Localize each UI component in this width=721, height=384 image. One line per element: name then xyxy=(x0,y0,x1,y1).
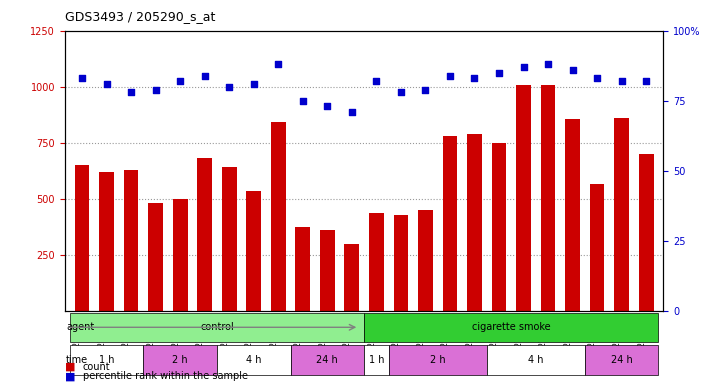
FancyBboxPatch shape xyxy=(217,345,291,375)
Point xyxy=(224,84,235,90)
Bar xyxy=(590,184,604,311)
Bar xyxy=(369,214,384,311)
FancyBboxPatch shape xyxy=(70,345,143,375)
Bar xyxy=(443,136,457,311)
Bar xyxy=(149,204,163,311)
Point xyxy=(518,64,529,70)
Point xyxy=(199,73,211,79)
Point xyxy=(76,75,88,81)
Point xyxy=(640,78,652,84)
Point xyxy=(616,78,627,84)
Point xyxy=(248,81,260,87)
Point xyxy=(542,61,554,68)
Bar xyxy=(418,210,433,311)
Bar xyxy=(75,165,89,311)
Bar xyxy=(296,227,310,311)
Point xyxy=(125,89,137,96)
Point xyxy=(444,73,456,79)
Bar xyxy=(639,154,653,311)
Point xyxy=(174,78,186,84)
Text: 2 h: 2 h xyxy=(172,355,188,365)
Text: 4 h: 4 h xyxy=(246,355,262,365)
Text: percentile rank within the sample: percentile rank within the sample xyxy=(83,371,248,381)
Text: time: time xyxy=(66,355,88,365)
FancyBboxPatch shape xyxy=(364,313,658,342)
Text: 4 h: 4 h xyxy=(528,355,544,365)
FancyBboxPatch shape xyxy=(143,345,217,375)
Point xyxy=(591,75,603,81)
Point xyxy=(150,86,162,93)
FancyBboxPatch shape xyxy=(487,345,585,375)
Bar xyxy=(247,191,261,311)
Point xyxy=(420,86,431,93)
Bar xyxy=(198,159,212,311)
Text: GDS3493 / 205290_s_at: GDS3493 / 205290_s_at xyxy=(65,10,216,23)
Point xyxy=(469,75,480,81)
Point xyxy=(101,81,112,87)
Bar xyxy=(565,119,580,311)
Bar xyxy=(541,84,555,311)
Bar xyxy=(394,215,408,311)
Point xyxy=(297,98,309,104)
Bar xyxy=(345,244,359,311)
Point xyxy=(395,89,407,96)
Text: agent: agent xyxy=(66,322,94,332)
Text: cigarette smoke: cigarette smoke xyxy=(472,322,551,332)
FancyBboxPatch shape xyxy=(364,345,389,375)
Text: control: control xyxy=(200,322,234,332)
Point xyxy=(567,67,578,73)
Text: count: count xyxy=(83,362,110,372)
Bar xyxy=(516,84,531,311)
Text: 1 h: 1 h xyxy=(99,355,115,365)
Point xyxy=(346,109,358,115)
Bar xyxy=(271,121,286,311)
Text: 24 h: 24 h xyxy=(317,355,338,365)
FancyBboxPatch shape xyxy=(70,313,364,342)
FancyBboxPatch shape xyxy=(585,345,658,375)
Bar xyxy=(492,143,506,311)
Bar xyxy=(222,167,236,311)
Bar xyxy=(320,230,335,311)
Bar xyxy=(467,134,482,311)
Text: 2 h: 2 h xyxy=(430,355,446,365)
Point xyxy=(273,61,284,68)
Text: 24 h: 24 h xyxy=(611,355,632,365)
FancyBboxPatch shape xyxy=(291,345,364,375)
FancyBboxPatch shape xyxy=(389,345,487,375)
Point xyxy=(322,103,333,109)
Bar xyxy=(124,170,138,311)
Text: ■: ■ xyxy=(65,371,76,381)
Bar xyxy=(99,172,114,311)
Text: 1 h: 1 h xyxy=(368,355,384,365)
Point xyxy=(371,78,382,84)
Bar xyxy=(614,118,629,311)
Point xyxy=(493,70,505,76)
Text: ■: ■ xyxy=(65,362,76,372)
Bar xyxy=(173,199,187,311)
